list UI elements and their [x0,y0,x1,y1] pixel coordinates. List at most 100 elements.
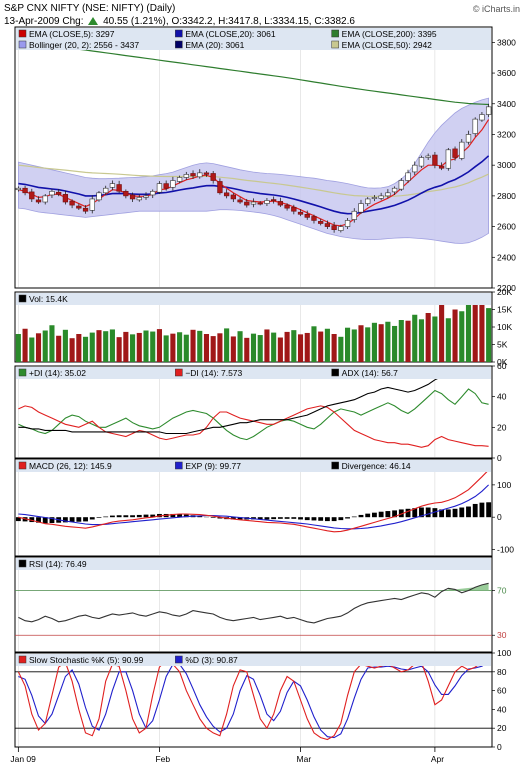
volume-bar [35,333,42,362]
legend-bar-4 [16,558,491,570]
volume-bar [425,313,431,362]
divergence-bar [298,517,303,520]
candle-body [291,206,297,212]
divergence-bar [432,508,438,518]
candle-body [358,203,364,213]
y-tick-label: 3200 [497,129,516,139]
candle-body [452,148,458,158]
volume-bar [472,297,478,362]
volume-bar [116,337,122,362]
candle-body [96,192,102,201]
divergence-bar [372,512,377,518]
volume-bar [109,329,115,362]
volume-bar [378,324,384,362]
divergence-bar [210,517,216,518]
legend-swatch [175,461,183,470]
legend-label: Slow Stochastic %K (5): 90.99 [29,655,144,665]
panel-frame-0 [14,26,493,289]
candle-body [35,199,42,203]
y-tick-label: 60 [497,686,507,696]
candle-body [210,173,216,181]
volume-bar [197,330,203,362]
candle-body [197,172,203,178]
candle-body [445,149,451,169]
divergence-bar [385,511,391,518]
ema50-line [18,164,489,197]
candle-body [143,195,149,198]
volume-bar [237,331,243,362]
y-tick-label: 80 [497,667,507,677]
legend-label: %D (3): 90.87 [185,655,238,665]
candle-body [109,183,116,188]
candle-body [331,225,337,230]
divergence-bar [76,517,82,522]
divergence-bar [197,515,203,518]
volume-bar [358,325,364,362]
ema200-line [18,41,489,106]
y-tick-label: 20K [497,287,512,297]
volume-bar [432,316,438,362]
volume-bar [244,337,250,362]
candle-body [297,211,304,215]
candle-body [163,183,169,189]
y-tick-label: 100 [497,648,511,658]
candle-body [391,187,398,193]
legend-label: +DI (14): 35.02 [29,368,86,378]
candle-body [304,214,310,218]
volume-bar [324,328,330,362]
divergence-bar [143,514,149,518]
candle-body [136,197,142,201]
divergence-bar [237,517,243,520]
legend-swatch [18,655,27,664]
candle-body [15,187,22,191]
volume-bar [42,330,48,362]
candle-body [22,187,28,194]
divergence-bar [183,514,189,518]
divergence-bar [103,516,109,518]
legend-swatch [18,40,27,49]
divergence-bar [177,513,183,518]
legend-label: MACD (26, 12): 145.9 [29,461,112,471]
divergence-bar [109,515,115,518]
divergence-bar [271,517,277,520]
legend-label: RSI (14): 76.49 [29,559,87,569]
legend-swatch [18,294,27,303]
legend-label: EMA (CLOSE,50): 2942 [342,40,433,50]
candle-body [56,191,62,195]
legend-label: EXP (9): 99.77 [185,461,241,471]
quote-date: 13-Apr-2009 Chg: [4,16,84,27]
candle-body [425,155,431,158]
volume-bar [250,333,257,362]
volume-bar [56,335,62,362]
quote-ohlc: , O:3342.2, H:3417.8, L:3334.15, C:3382.… [165,16,355,27]
candle-body [103,187,109,194]
divergence-bar [486,502,492,518]
candle-body [365,198,371,204]
candle-body [385,192,391,197]
volume-bar [486,308,492,362]
candle-body [244,201,250,206]
up-arrow-icon [88,17,99,25]
volume-bar [69,338,75,362]
y-tick-label: 60 [497,361,507,371]
volume-bar [22,328,28,362]
candle-body [344,220,351,227]
divergence-bar [351,516,357,518]
legend-label: EMA (CLOSE,200): 3395 [342,29,437,39]
divergence-bar [459,507,465,518]
volume-bar [479,300,485,362]
x-tick-label: Mar [297,754,312,764]
volume-bar [103,331,109,362]
legend-label: EMA (CLOSE,5): 3297 [29,29,115,39]
y-tick-label: 20 [497,422,507,432]
legend-swatch [18,559,27,568]
volume-bar [170,333,176,362]
volume-bar [297,334,304,362]
divergence-bar [311,517,317,521]
divergence-bar [89,517,95,520]
legend-bar-1 [16,293,491,305]
y-tick-label: 2600 [497,222,516,232]
x-tick-label: Feb [155,754,170,764]
legend-bar-3 [16,460,491,472]
volume-bar [130,334,136,362]
